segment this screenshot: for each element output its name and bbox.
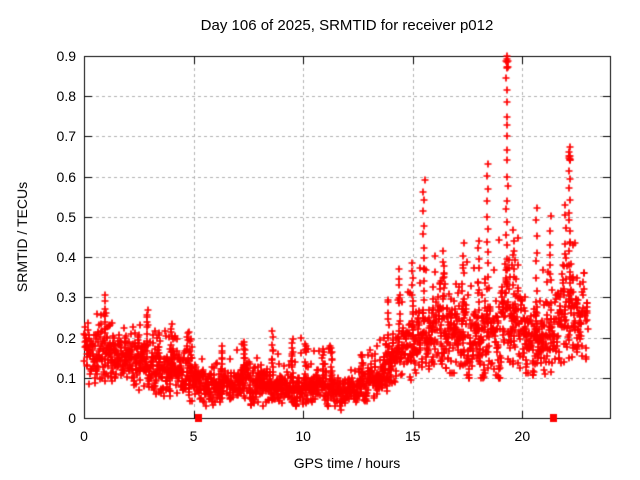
y-axis-tick-label: 0.1 [56, 369, 76, 386]
y-axis-tick-label: 0 [68, 410, 76, 426]
x-axis-tick-label: 5 [189, 428, 198, 444]
y-axis-tick-label: 0.7 [56, 128, 76, 145]
x-axis-label: GPS time / hours [293, 455, 401, 471]
x-axis-tick-label: 15 [404, 428, 421, 444]
x-axis-tick-label: 10 [295, 428, 311, 444]
y-axis-tick-label: 0.9 [56, 48, 76, 64]
y-axis-tick-label: 0.2 [56, 329, 76, 346]
y-axis-tick-label: 0.4 [56, 249, 76, 266]
y-axis-tick-label: 0.8 [56, 88, 76, 105]
y-axis-label: SRMTID / TECUs [14, 181, 30, 293]
y-axis-tick-label: 0.5 [56, 208, 76, 225]
x-axis-tick-label: 20 [514, 428, 531, 444]
x-axis-tick-label: 0 [80, 428, 88, 444]
y-axis-tick-label: 0.3 [56, 289, 76, 306]
y-axis-tick-label: 0.6 [56, 168, 76, 185]
chart-title: Day 106 of 2025, SRMTID for receiver p01… [200, 17, 494, 34]
